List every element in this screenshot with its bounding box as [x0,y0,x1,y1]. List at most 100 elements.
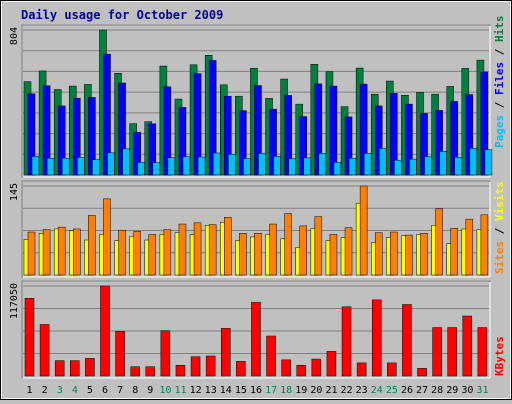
day-label: 14 [220,385,232,396]
day-label: 1 [27,385,33,396]
bar-sites [27,231,36,276]
bar-kbytes [296,364,306,377]
bar-pages [107,152,115,176]
panel-2-max-label: 145 [9,183,20,201]
bar-kbytes [356,362,367,377]
day-label: 10 [159,385,171,396]
bar-kbytes [417,368,427,377]
bar-sites [118,229,126,276]
bar-kbytes [477,327,488,377]
day-label: 8 [132,385,138,396]
bar-files [118,82,126,176]
bar-kbytes [341,306,352,377]
bar-files [88,97,96,176]
bar-pages [273,156,281,176]
bar-kbytes [190,356,201,377]
bar-pages [288,158,296,176]
day-label: 25 [386,385,398,396]
bar-files [269,108,277,176]
bar-pages [484,149,493,176]
bar-pages [152,162,161,176]
bar-files [390,93,398,176]
bar-kbytes [371,299,382,377]
day-label: 12 [190,385,202,396]
legend-separator: / [493,221,506,241]
bar-files [239,110,247,176]
bar-sites [73,228,81,276]
bar-sites [208,224,217,276]
bar-pages [212,152,221,176]
bar-files [344,116,353,176]
day-label: 18 [280,385,292,396]
bar-kbytes [130,366,140,377]
day-label: 19 [295,385,307,396]
bar-pages [77,157,85,176]
bar-pages [469,148,478,176]
bar-sites [193,222,202,276]
legend-bottom-panel: KBytes [493,336,506,376]
bar-sites [57,226,66,276]
day-label: 3 [57,385,63,396]
bar-sites [480,214,489,276]
chart-title: Daily usage for October 2009 [21,8,223,22]
bar-pages [137,162,145,176]
bar-files [193,73,202,176]
bar-pages [167,157,176,176]
bar-sites [254,233,262,276]
bar-pages [363,153,372,176]
bar-kbytes [175,364,186,377]
bar-pages [243,158,251,176]
bar-files [420,113,428,176]
bar-kbytes [39,324,50,377]
bar-kbytes [205,355,216,377]
bar-files [133,132,141,176]
bar-kbytes [326,351,337,377]
bar-files [254,85,262,176]
bar-sites [390,231,398,276]
day-label: 23 [356,385,368,396]
bar-kbytes [100,285,110,377]
bar-sites [435,208,443,276]
day-label: 11 [174,385,186,396]
bar-files [73,97,81,176]
day-label: 7 [117,385,123,396]
bar-files [27,93,36,176]
bar-sites [344,227,353,276]
bar-files [374,105,383,176]
day-label: 20 [310,385,322,396]
bar-pages [258,153,266,176]
day-label: 29 [446,385,458,396]
bar-files [465,94,474,176]
bar-pages [122,148,130,176]
bar-pages [439,151,447,176]
day-label: 31 [476,385,488,396]
day-label: 6 [102,385,108,396]
panel-3-max-label: 117050 [9,283,20,319]
bar-files [405,103,413,176]
bar-pages [92,159,100,176]
day-label: 16 [250,385,262,396]
bar-files [178,107,187,176]
bar-sites [224,217,232,276]
day-label: 4 [72,385,78,396]
bar-sites [88,215,96,276]
bar-kbytes [115,331,125,377]
bar-pages [348,158,357,176]
bar-files [42,85,51,176]
legend-middle-panel: Sites / Visits [493,181,506,274]
day-label: 9 [147,385,153,396]
bar-kbytes [387,362,397,377]
bar-sites [374,232,383,276]
bar-files [57,105,66,176]
bar-files [359,83,368,176]
bar-kbytes [85,358,95,377]
bar-files [299,116,307,176]
bar-pages [197,156,206,176]
legend-sites: Sites [493,241,506,274]
bar-pages [303,157,311,176]
day-label: 30 [461,385,473,396]
bar-sites [420,233,428,276]
bar-kbytes [221,328,231,377]
